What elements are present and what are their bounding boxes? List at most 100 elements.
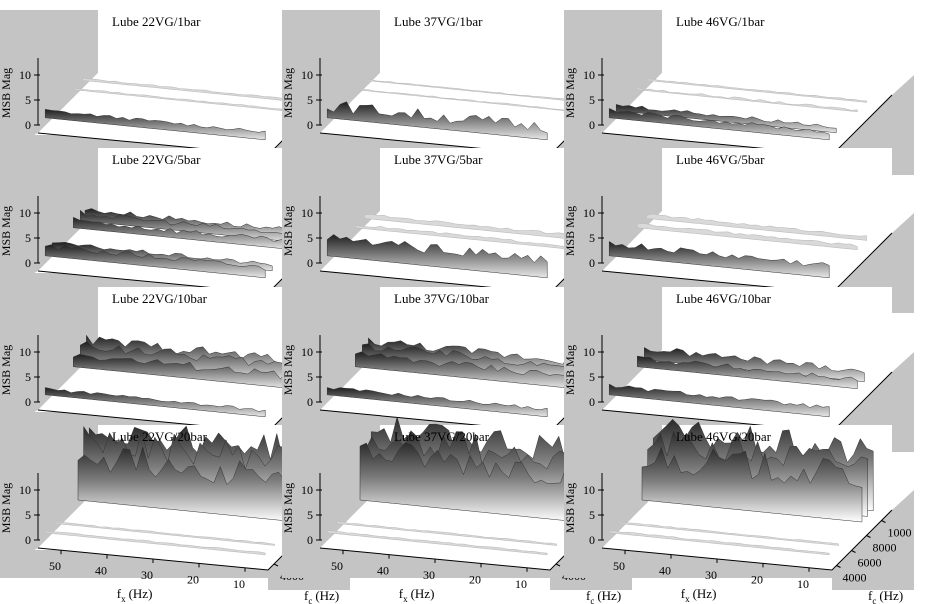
z-tick-label: 10 [19,345,31,359]
side-wall [282,148,380,291]
side-wall [564,10,662,153]
side-wall [0,148,98,291]
side-wall [564,425,662,568]
x-tick-label: 50 [49,559,61,573]
ylabel: MSB Mag [0,206,13,256]
z-tick-label: 5 [307,93,313,107]
z-tick-label: 10 [583,68,595,82]
fc-label: fc (Hz) [868,588,903,604]
ylabel: MSB Mag [0,483,13,533]
surface-band [54,521,275,546]
ylabel: MSB Mag [563,68,577,118]
panel-title: Lube 46VG/5bar [676,152,765,167]
z-tick-label: 10 [19,483,31,497]
x-tick-label: 40 [659,564,671,578]
side-wall [0,287,98,430]
fc-tick [866,535,871,538]
z-tick-label: 10 [583,345,595,359]
surface-band [44,244,266,279]
surface-band [608,240,830,279]
xlabel-sub: x [403,594,408,604]
surface-band [618,521,839,546]
z-tick-label: 5 [25,370,31,384]
surface-band [336,521,557,546]
panel-title: Lube 22VG/10bar [112,291,208,306]
z-tick-label: 10 [19,68,31,82]
x-tick-label: 20 [469,572,481,586]
z-tick-label: 0 [25,256,31,270]
z-tick-label: 0 [25,395,31,409]
panel-title: Lube 46VG/20bar [676,429,772,444]
fc-label-unit: (Hz) [315,588,339,603]
z-tick-label: 5 [25,508,31,522]
side-wall [564,148,662,291]
fc-label-sub: c [590,596,594,604]
back-wall [662,148,892,233]
surface-band [641,446,863,523]
fc-tick-label: 8000 [873,541,897,555]
x-tick-label: 30 [423,568,435,582]
back-wall [98,10,328,95]
fc-tick-label: 1000 [888,526,912,540]
z-tick-label: 10 [301,68,313,82]
z-tick-label: 0 [589,395,595,409]
x-tick-label: 20 [187,572,199,586]
x-tick-label: 20 [751,572,763,586]
xlabel-unit: (Hz) [411,586,435,601]
xlabel-unit: (Hz) [693,586,717,601]
ylabel: MSB Mag [563,345,577,395]
z-tick-label: 10 [583,483,595,497]
surface-band [608,530,830,556]
z-tick-label: 5 [589,93,595,107]
fc-tick-label: 6000 [858,556,882,570]
z-tick-label: 0 [307,395,313,409]
back-wall [380,10,610,95]
side-wall [282,425,380,568]
fc-tick [836,565,841,568]
z-tick-label: 5 [589,370,595,384]
ylabel: MSB Mag [281,345,295,395]
x-tick-label: 10 [515,577,527,591]
x-tick-label: 50 [613,559,625,573]
z-tick-label: 10 [19,206,31,220]
ylabel: MSB Mag [0,68,13,118]
xlabel: fx (Hz) [399,586,435,604]
side-wall [0,425,98,568]
surface-band [44,109,266,141]
xlabel: fx (Hz) [117,586,153,604]
z-tick-label: 0 [589,533,595,547]
x-tick-label: 10 [233,577,245,591]
ylabel: MSB Mag [563,206,577,256]
side-wall [282,10,380,153]
ylabel: MSB Mag [563,483,577,533]
surface-band [326,387,548,418]
surface-band [636,223,858,251]
z-tick-label: 5 [25,93,31,107]
xlabel-unit: (Hz) [129,586,153,601]
fc-label: fc (Hz) [586,588,621,604]
back-wall [98,148,328,233]
surface-band [326,234,548,279]
z-tick-label: 10 [301,206,313,220]
surface-band [326,530,548,556]
fc-tick [273,563,279,567]
fc-tick-label: 4000 [843,571,867,585]
panel-title: Lube 22VG/1bar [112,14,201,29]
ylabel: MSB Mag [0,345,13,395]
x-tick-label: 40 [377,564,389,578]
back-wall [662,10,892,95]
surface-band [608,383,830,418]
z-tick-label: 10 [301,345,313,359]
side-wall [282,287,380,430]
ylabel: MSB Mag [281,206,295,256]
z-tick-label: 10 [583,206,595,220]
ylabel: MSB Mag [281,68,295,118]
xlabel-sub: x [685,594,690,604]
fc-label: fc (Hz) [304,588,339,604]
fc-tick [851,550,856,553]
x-tick-label: 30 [141,568,153,582]
panel-title: Lube 22VG/5bar [112,152,201,167]
